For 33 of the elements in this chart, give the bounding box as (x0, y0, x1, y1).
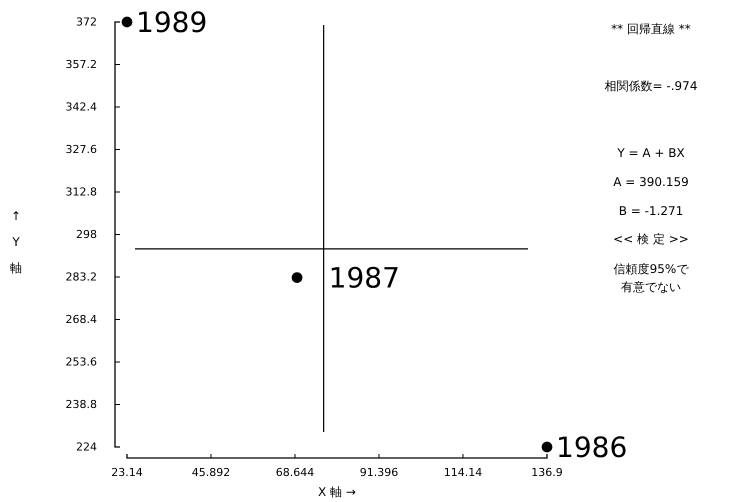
point (122, 16, 132, 28)
y-tick-label: 268.4 (66, 313, 97, 326)
y-tick-label: 372 (76, 16, 97, 29)
annotation: 1989 (136, 6, 208, 39)
y-tick-label: 327.6 (66, 143, 97, 156)
y-tick-label: 312.8 (66, 186, 97, 199)
text: 有意でない (621, 280, 681, 294)
x-tick-label: 45.892 (192, 466, 230, 479)
text: ** 回帰直線 ** (611, 22, 691, 36)
y-axis-title: ↑Y軸 (10, 209, 22, 275)
x-tick-label: 136.9 (531, 466, 563, 479)
text: Y = A + BX (616, 146, 685, 160)
text: 相関係数= -.974 (604, 79, 698, 93)
x-tick-label: 23.14 (111, 466, 143, 479)
point (542, 442, 552, 452)
x-axis-title: X 軸 → (318, 485, 356, 499)
y-tick-label: 238.8 (66, 398, 97, 412)
x-tick-label: 68.644 (276, 466, 314, 479)
y-tick-label: 224 (76, 440, 97, 454)
text: 信頼度95%で (614, 262, 690, 276)
annotation: 1986 (556, 431, 628, 464)
text: A = 390.159 (613, 175, 689, 189)
y-tick-label: 357.2 (66, 58, 97, 72)
point (292, 272, 302, 283)
y-tick-label: 253.6 (66, 356, 97, 369)
x-tick-label: 114.14 (444, 466, 482, 479)
text: B = -1.271 (618, 204, 684, 218)
y-tick-label: 342.4 (66, 100, 97, 114)
y-tick-label: 283.2 (66, 270, 97, 284)
x-tick-label: 91.396 (360, 466, 398, 479)
text: << 検 定 >> (613, 232, 689, 246)
y-tick-label: 298 (76, 228, 97, 242)
annotation: 1987 (328, 262, 400, 295)
